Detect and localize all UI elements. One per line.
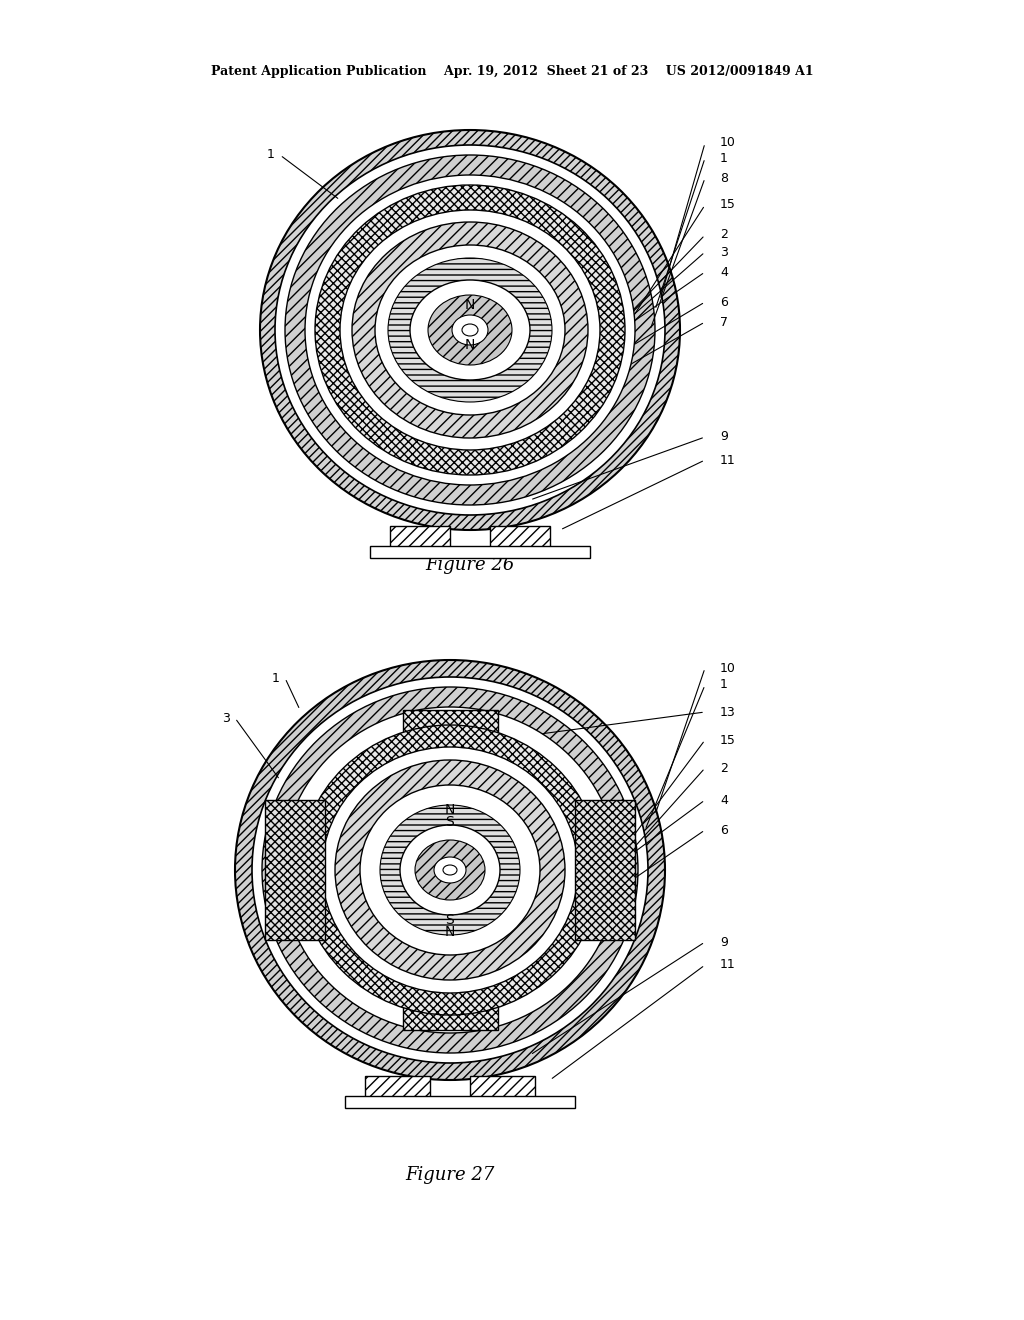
Bar <box>365 1076 430 1101</box>
Text: 9: 9 <box>720 936 728 949</box>
Text: 6: 6 <box>720 296 728 309</box>
Ellipse shape <box>415 840 485 900</box>
Ellipse shape <box>340 210 600 450</box>
Bar <box>403 710 498 1030</box>
Ellipse shape <box>428 294 512 366</box>
Text: N: N <box>465 338 475 352</box>
Text: 10: 10 <box>720 661 736 675</box>
Bar <box>390 525 450 550</box>
Ellipse shape <box>234 660 665 1080</box>
Text: 2: 2 <box>720 762 728 775</box>
Ellipse shape <box>462 323 478 337</box>
Ellipse shape <box>434 857 466 883</box>
Ellipse shape <box>335 760 565 979</box>
Text: 15: 15 <box>720 734 736 747</box>
Text: 6: 6 <box>720 824 728 837</box>
Text: 13: 13 <box>720 705 736 718</box>
Bar <box>345 1096 575 1107</box>
Ellipse shape <box>260 129 680 531</box>
Text: N: N <box>465 298 475 312</box>
Ellipse shape <box>360 785 540 954</box>
Ellipse shape <box>305 176 635 484</box>
Text: 11: 11 <box>720 958 736 972</box>
Ellipse shape <box>400 825 500 915</box>
Text: 2: 2 <box>720 228 728 242</box>
Ellipse shape <box>282 708 618 1034</box>
Text: S: S <box>445 913 455 927</box>
Bar <box>265 800 325 940</box>
Bar <box>470 1076 535 1101</box>
Ellipse shape <box>252 677 648 1063</box>
Text: 15: 15 <box>720 198 736 211</box>
Ellipse shape <box>380 805 520 935</box>
Ellipse shape <box>275 145 665 515</box>
Bar <box>575 800 635 940</box>
Ellipse shape <box>300 725 600 1015</box>
Text: 10: 10 <box>720 136 736 149</box>
Ellipse shape <box>443 865 457 875</box>
Text: 4: 4 <box>720 793 728 807</box>
Ellipse shape <box>285 154 655 506</box>
Text: Figure 26: Figure 26 <box>425 556 515 574</box>
Ellipse shape <box>410 280 530 380</box>
Text: Figure 27: Figure 27 <box>406 1166 495 1184</box>
Text: 1: 1 <box>720 678 728 692</box>
Text: 11: 11 <box>720 454 736 466</box>
Text: 3: 3 <box>222 711 230 725</box>
Text: 3: 3 <box>720 246 728 259</box>
Text: 1: 1 <box>272 672 280 685</box>
Text: 9: 9 <box>720 430 728 444</box>
Text: 4: 4 <box>720 265 728 279</box>
Bar <box>370 546 590 558</box>
Ellipse shape <box>262 686 638 1053</box>
Text: N: N <box>444 803 456 817</box>
Text: S: S <box>445 814 455 829</box>
Text: 7: 7 <box>720 315 728 329</box>
Ellipse shape <box>375 246 565 414</box>
Text: 1: 1 <box>267 149 275 161</box>
Bar <box>490 525 550 550</box>
Ellipse shape <box>322 747 578 993</box>
Text: 8: 8 <box>720 172 728 185</box>
Ellipse shape <box>388 257 552 403</box>
Text: 1: 1 <box>720 152 728 165</box>
Ellipse shape <box>315 185 625 475</box>
Text: N: N <box>444 925 456 939</box>
Ellipse shape <box>452 315 488 345</box>
Text: Patent Application Publication    Apr. 19, 2012  Sheet 21 of 23    US 2012/00918: Patent Application Publication Apr. 19, … <box>211 66 813 78</box>
Ellipse shape <box>352 222 588 438</box>
